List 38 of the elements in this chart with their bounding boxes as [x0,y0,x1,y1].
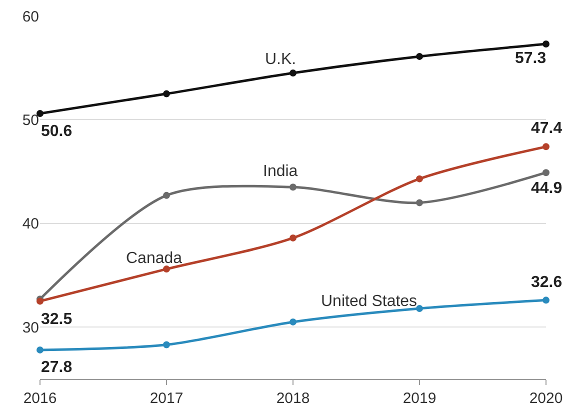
point [416,175,423,182]
point [290,184,296,191]
data-label: 50.6 [41,123,72,140]
point [542,169,550,176]
x-tick-label: 2018 [276,390,310,407]
y-tick-label: 40 [22,216,39,233]
data-label: 27.8 [41,359,72,376]
series-label: U.K. [265,51,296,68]
point [36,110,44,117]
point [163,90,170,98]
y-tick-label: 50 [22,112,39,129]
point [36,346,44,354]
point [163,192,170,199]
data-label: 32.6 [531,274,562,291]
point [163,341,170,348]
point [163,266,170,273]
point [542,143,550,150]
point [542,296,550,304]
x-tick-label: 2017 [150,390,184,407]
point [290,318,296,326]
data-label: 32.5 [41,311,72,328]
data-label: 44.9 [531,180,562,197]
data-label: 47.4 [531,120,562,137]
point [416,199,423,206]
x-tick-label: 2020 [529,390,563,407]
data-label: 57.3 [515,50,546,67]
point [290,234,296,242]
y-tick-label: 60 [22,8,39,26]
point [416,304,423,312]
point [542,40,550,48]
series-label: United States [321,293,418,310]
point [416,52,423,60]
point [290,70,296,77]
y-tick-label: 30 [22,319,39,336]
series-label: Canada [126,250,182,267]
x-tick-label: 2016 [23,390,57,407]
x-tick-label: 2019 [402,390,436,407]
series-label: India [263,163,298,180]
